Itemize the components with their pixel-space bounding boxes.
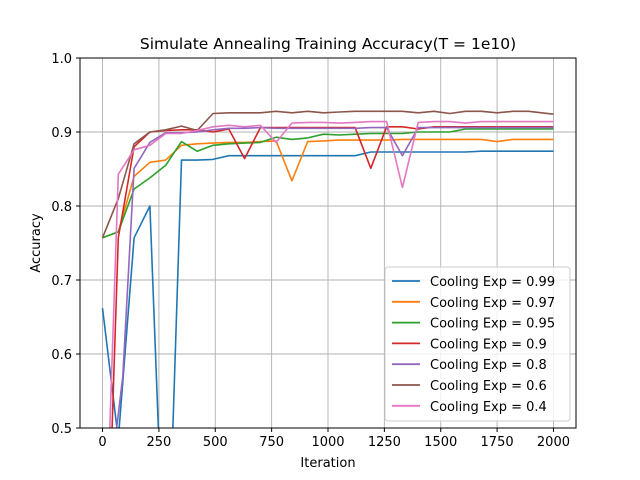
legend-label-2: Cooling Exp = 0.97 (430, 296, 555, 311)
legend-label-5: Cooling Exp = 0.8 (430, 358, 547, 373)
x-tick-label: 1750 (481, 435, 514, 450)
y-tick-label: 0.7 (51, 274, 72, 289)
x-tick-label: 750 (259, 435, 284, 450)
y-tick-label: 0.8 (51, 200, 72, 215)
legend-label-6: Cooling Exp = 0.6 (430, 379, 547, 394)
x-tick-label: 250 (146, 435, 171, 450)
legend-label-1: Cooling Exp = 0.99 (430, 275, 555, 290)
legend-box (384, 266, 571, 422)
series-line-3 (102, 128, 554, 239)
y-axis-title: Accuracy (29, 213, 44, 273)
x-tick-label: 1500 (424, 435, 457, 450)
legend-label-7: Cooling Exp = 0.4 (430, 400, 547, 415)
x-tick-label: 2000 (537, 435, 570, 450)
series-line-6 (101, 110, 554, 239)
x-axis-title: Iteration (300, 456, 355, 471)
legend-label-3: Cooling Exp = 0.95 (430, 317, 555, 332)
x-tick-label: 1000 (311, 435, 344, 450)
x-tick-label: 0 (98, 435, 106, 450)
chart-title: Simulate Annealing Training Accuracy(T =… (140, 35, 516, 53)
series-line-7 (108, 120, 554, 428)
y-tick-label: 0.6 (51, 348, 72, 363)
legend: Cooling Exp = 0.99 Cooling Exp = 0.97 Cool… (384, 266, 571, 422)
x-tick-label: 1250 (368, 435, 401, 450)
series-line-1 (101, 150, 554, 428)
y-tick-label: 1.0 (51, 52, 72, 67)
y-tick-label: 0.9 (51, 126, 72, 141)
tick-layer: 0 250 500 750 1000 1250 1500 1750 2000 0.5 0.6 0.7 0… (51, 52, 570, 450)
y-tick-label: 0.5 (51, 422, 72, 437)
legend-label-4: Cooling Exp = 0.9 (430, 337, 547, 352)
x-tick-label: 500 (203, 435, 228, 450)
series-layer (101, 110, 554, 428)
